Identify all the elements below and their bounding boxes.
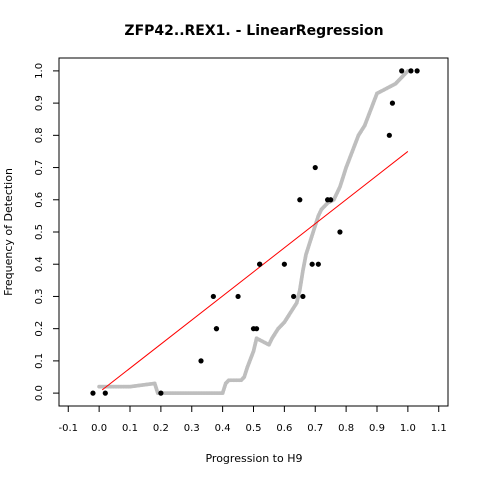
x-tick-label: 0.4 <box>215 423 231 434</box>
regression-series <box>101 151 409 391</box>
data-point <box>281 261 287 267</box>
x-tick-label: 0.2 <box>153 423 169 434</box>
y-tick-label: 0.4 <box>34 256 45 272</box>
x-tick-label: 0.5 <box>246 423 262 434</box>
data-point <box>158 390 164 396</box>
data-point <box>414 68 420 74</box>
y-tick-label: 0.2 <box>34 321 45 337</box>
data-point <box>312 164 318 171</box>
x-tick-label: -0.1 <box>59 423 79 434</box>
x-tick-label: 0.9 <box>369 423 385 434</box>
y-tick-label: 0.6 <box>34 192 45 208</box>
data-point <box>297 197 303 203</box>
chart-title: ZFP42..REX1. - LinearRegression <box>124 23 383 39</box>
x-tick-label: 0.7 <box>307 423 323 434</box>
data-point <box>253 326 260 332</box>
data-point <box>315 261 321 267</box>
y-tick-label: 0.7 <box>34 160 45 176</box>
observed-series <box>90 68 420 396</box>
data-point <box>257 261 263 267</box>
y-tick-label: 0.8 <box>34 127 45 143</box>
y-axis-label: Frequency of Detection <box>2 168 15 296</box>
smoothed-series <box>97 68 410 396</box>
data-point <box>90 390 96 396</box>
x-axis: -0.1 0.0 0.1 0.2 0.3 0.4 0.5 0.6 0.7 0.8 0.9 1.0 1.1 <box>59 406 447 434</box>
data-point <box>399 68 405 74</box>
x-tick-label: 0.0 <box>91 423 107 434</box>
data-point <box>337 229 343 235</box>
x-tick-label: 1.1 <box>431 423 447 434</box>
y-tick-label: 0.3 <box>34 288 45 304</box>
data-point <box>210 293 216 300</box>
x-tick-label: 0.3 <box>184 423 200 434</box>
y-tick-label: 0.9 <box>34 95 45 111</box>
y-tick-label: 0.0 <box>34 385 45 401</box>
data-point <box>213 326 220 332</box>
y-tick-label: 1.0 <box>34 63 45 79</box>
data-point <box>408 68 414 74</box>
data-point <box>300 293 306 300</box>
data-point <box>309 261 315 267</box>
data-point <box>291 293 297 300</box>
x-tick-label: 1.0 <box>400 423 416 434</box>
data-point <box>386 132 392 138</box>
data-point <box>328 197 334 203</box>
y-axis: 0.0 0.1 0.2 0.3 0.4 0.5 0.6 0.7 0.8 0.9 1.0 <box>34 63 59 401</box>
data-point <box>235 293 241 300</box>
x-tick-label: 0.1 <box>122 423 138 434</box>
x-axis-label: Progression to H9 <box>205 452 302 465</box>
regression-line <box>101 151 409 391</box>
x-tick-label: 0.8 <box>338 423 354 434</box>
data-point <box>102 390 108 396</box>
data-point <box>198 358 204 364</box>
y-tick-label: 0.5 <box>34 224 45 240</box>
y-tick-label: 0.1 <box>34 353 45 369</box>
data-point <box>389 100 396 106</box>
x-tick-label: 0.6 <box>276 423 292 434</box>
